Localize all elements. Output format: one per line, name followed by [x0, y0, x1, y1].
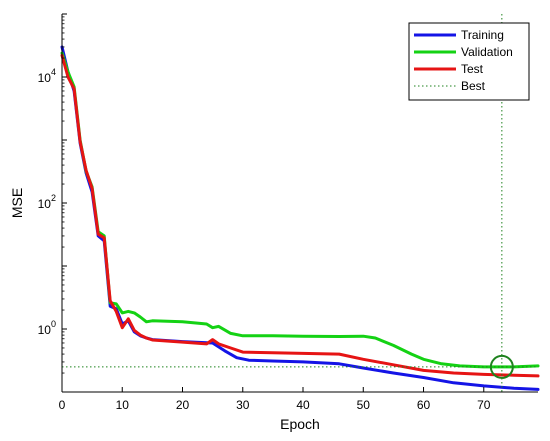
- x-tick-label: 70: [477, 398, 491, 412]
- legend: Training Validation Test Best: [408, 22, 530, 101]
- y-tick-label: 104: [38, 67, 56, 85]
- x-tick-label: 0: [59, 398, 66, 412]
- x-tick-label: 40: [296, 398, 310, 412]
- y-tick-label: 100: [38, 319, 56, 337]
- x-tick-label: 10: [116, 398, 130, 412]
- best-marker-layer: [62, 14, 538, 392]
- legend-label-validation: Validation: [461, 45, 513, 59]
- x-axis-label: Epoch: [280, 416, 320, 432]
- axes-layer: 0 10 20 30 40 50 60 70 100 102 104: [38, 13, 538, 412]
- x-tick-label: 50: [357, 398, 371, 412]
- y-axis-label: MSE: [9, 188, 25, 218]
- x-tick-label: 60: [417, 398, 431, 412]
- legend-label-best: Best: [461, 79, 486, 93]
- legend-label-test: Test: [461, 62, 484, 76]
- series-layer: [60, 45, 540, 391]
- legend-label-training: Training: [461, 28, 504, 42]
- series-line-test: [60, 53, 540, 378]
- x-tick-label: 30: [236, 398, 250, 412]
- x-tick-label: 20: [176, 398, 190, 412]
- best-epoch-circle: [489, 354, 514, 379]
- y-tick-label: 102: [38, 193, 56, 211]
